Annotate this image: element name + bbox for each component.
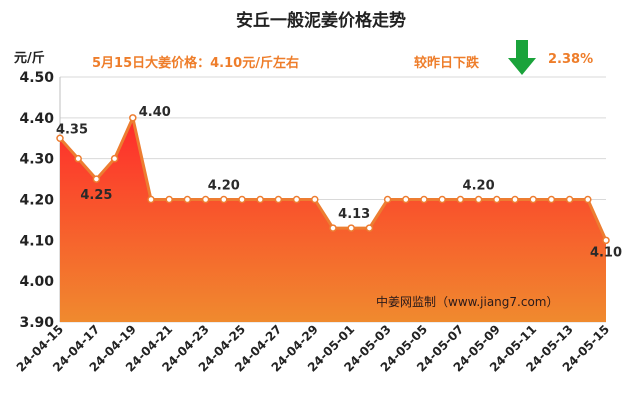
data-point <box>347 224 355 232</box>
data-point <box>311 195 319 204</box>
area-fill-layer <box>60 117 606 322</box>
data-point <box>329 224 337 232</box>
watermark: 中姜网监制（www.jiang7.com） <box>376 295 559 309</box>
y-tick-label: 3.90 <box>19 315 54 331</box>
data-point <box>438 195 446 204</box>
data-point <box>292 195 301 204</box>
data-label: 4.13 <box>338 207 370 222</box>
data-point <box>74 154 82 163</box>
chart-title: 安丘一般泥姜价格走势 <box>236 11 406 31</box>
data-point <box>547 195 556 204</box>
data-point <box>383 195 392 204</box>
data-label: 4.35 <box>56 122 88 137</box>
data-point <box>602 236 610 245</box>
data-point <box>456 195 465 204</box>
change-percent: 2.38% <box>548 52 594 67</box>
data-point <box>511 195 519 204</box>
data-point <box>165 195 173 204</box>
data-point <box>402 195 410 204</box>
data-point <box>420 195 428 204</box>
data-label: 4.40 <box>139 105 171 120</box>
data-point <box>129 114 137 122</box>
data-point <box>110 154 119 163</box>
y-tick-label: 4.50 <box>19 70 54 86</box>
data-point <box>493 195 501 204</box>
price-note: 5月15日大姜价格：4.10元/斤左右 <box>92 56 299 71</box>
data-point <box>92 175 101 183</box>
data-label: 4.20 <box>208 179 240 194</box>
y-axis-unit-label: 元/斤 <box>14 51 45 66</box>
data-point <box>183 195 192 204</box>
data-point <box>220 195 228 204</box>
data-point <box>238 195 246 204</box>
data-labels-layer: 4.35 4.25 4.40 4.20 4.13 4.20 4.10 <box>56 105 622 261</box>
data-point <box>365 224 374 232</box>
y-tick-label: 4.40 <box>19 111 54 127</box>
data-point <box>584 195 592 204</box>
data-point <box>474 195 483 204</box>
data-point <box>147 195 155 204</box>
y-tick-label: 4.20 <box>19 193 54 209</box>
y-tick-label: 4.00 <box>19 274 54 290</box>
data-point <box>529 195 537 204</box>
markers-layer <box>56 114 610 245</box>
change-label: 较昨日下跌 <box>414 56 480 71</box>
data-point <box>565 195 574 204</box>
data-point <box>56 134 64 142</box>
data-label: 4.20 <box>463 179 495 194</box>
data-label: 4.10 <box>590 245 622 260</box>
data-point <box>201 195 210 204</box>
y-tick-label: 4.10 <box>19 233 54 249</box>
down-arrow-icon <box>508 40 536 75</box>
data-point <box>274 195 283 204</box>
data-point <box>256 195 264 204</box>
data-label: 4.25 <box>80 188 112 203</box>
area-fill <box>60 117 606 322</box>
y-axis-tick-labels: 4.50 4.40 4.30 4.20 4.10 4.00 3.90 <box>19 70 54 331</box>
x-axis-tick-labels: 24-04-1524-04-1724-04-1924-04-2124-04-23… <box>14 322 612 374</box>
y-tick-label: 4.30 <box>19 152 54 168</box>
